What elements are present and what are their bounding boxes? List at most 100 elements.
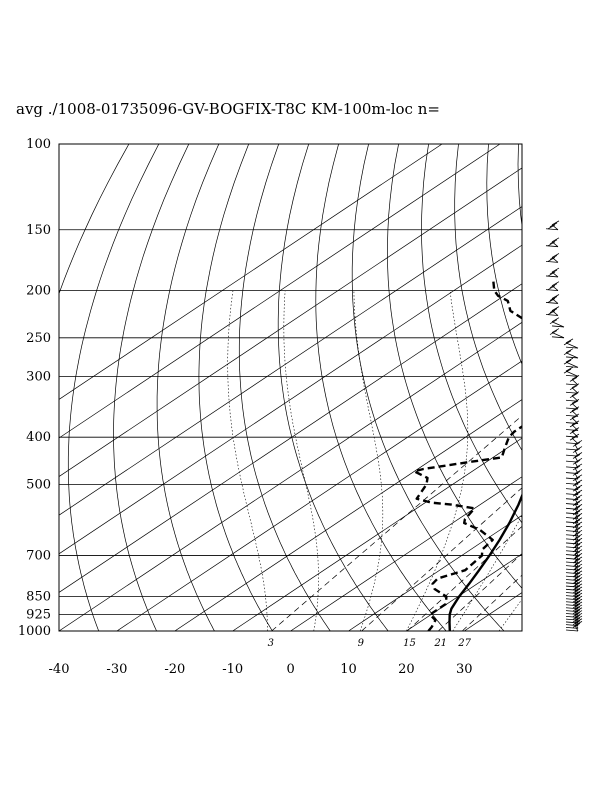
pressure-tick-label: 250	[26, 331, 51, 346]
moist-adiabat-line	[452, 514, 522, 631]
mixing-ratio-label: 9	[358, 638, 365, 649]
wind-barb	[549, 328, 565, 339]
grid-layer	[59, 144, 612, 631]
isotherm-line	[59, 283, 522, 593]
isotherm-line	[59, 167, 522, 478]
dry-adiabat-line	[113, 144, 190, 631]
moist-adiabat-line	[353, 290, 384, 631]
mixing-ratio-line	[406, 525, 522, 631]
moist-adiabat-line	[227, 290, 268, 631]
wind-barb	[545, 220, 560, 231]
wind-barb	[545, 294, 560, 304]
dry-adiabat-line	[277, 144, 389, 631]
wind-barb	[565, 494, 583, 505]
dry-adiabat-line	[198, 144, 273, 631]
wind-barb	[565, 537, 583, 549]
dry-adiabat-line	[486, 144, 522, 366]
mixing-ratio-line	[361, 487, 522, 631]
temperature-axis: -40 -30 -20 -10 0 10 20 30	[49, 662, 473, 677]
isotherm-line	[232, 437, 522, 631]
wind-barb	[545, 267, 560, 278]
mixing-ratio-line	[438, 553, 522, 631]
wind-barb	[565, 484, 583, 496]
wind-barb	[545, 281, 560, 292]
temperature-tick-label: -20	[164, 662, 185, 677]
moist-adiabat-line	[498, 598, 522, 631]
isotherm-line	[59, 144, 443, 400]
moist-adiabat-line	[283, 290, 319, 631]
dry-adiabat-line	[238, 144, 331, 631]
mixing-ratio-label: 27	[457, 638, 471, 649]
temperature-tick-label: 30	[456, 662, 473, 677]
wind-barb	[565, 463, 583, 474]
dry-adiabat-line	[351, 144, 505, 631]
temperature-tick-label: 20	[398, 662, 415, 677]
dry-adiabat-line	[454, 144, 522, 452]
wind-barb	[565, 469, 583, 480]
isotherm-line	[522, 144, 612, 631]
isotherm-line	[348, 514, 522, 631]
temperature-profile-line	[448, 492, 522, 631]
wind-barb	[565, 433, 580, 445]
wind-barb	[563, 348, 579, 359]
isotherm-line	[406, 553, 522, 631]
wind-barb	[565, 383, 580, 394]
wind-barb	[563, 338, 579, 349]
wind-barb	[563, 366, 579, 377]
wind-barb	[565, 391, 580, 402]
plot-frame	[58, 143, 523, 632]
pressure-tick-label: 300	[26, 369, 51, 384]
wind-barbs	[545, 220, 583, 632]
isotherm-line	[59, 321, 522, 631]
pressure-tick-label: 700	[26, 549, 51, 564]
mixing-ratio-label: 21	[433, 638, 447, 649]
mixing-ratio-labels: 3 9 15 21 27	[268, 638, 472, 649]
series-layer	[413, 279, 522, 631]
wind-barb	[565, 474, 583, 485]
dry-adiabat-line	[608, 144, 612, 631]
temperature-tick-label: -30	[106, 662, 127, 677]
pressure-tick-label: 150	[26, 223, 51, 238]
pressure-tick-label: 500	[26, 477, 51, 492]
temperature-tick-label: -10	[222, 662, 243, 677]
wind-barb	[549, 317, 565, 328]
mixing-ratio-line	[271, 415, 522, 631]
wind-barb	[545, 253, 560, 263]
wind-barb	[565, 479, 583, 491]
temperature-tick-label: -40	[49, 662, 70, 677]
chart-title: avg ./1008-01735096-GV-BOGFIX-T8C KM-100…	[16, 100, 440, 118]
dry-adiabat-line	[67, 144, 160, 631]
wind-barb	[563, 357, 579, 368]
dry-adiabat-line	[156, 144, 220, 631]
mixing-ratio-label: 3	[268, 638, 274, 649]
wind-barb	[545, 237, 560, 248]
dewpoint-profile-line	[413, 279, 522, 631]
dry-adiabat-line	[517, 144, 522, 229]
isotherm-line	[290, 476, 522, 631]
pressure-tick-label: 1000	[18, 624, 51, 639]
wind-barb	[545, 306, 560, 316]
dry-adiabat-line	[387, 144, 522, 589]
isotherm-line	[59, 206, 522, 516]
pressure-tick-label: 100	[26, 137, 51, 152]
isotherm-line	[174, 399, 522, 631]
pressure-tick-label: 850	[26, 590, 51, 605]
pressure-tick-label: 925	[26, 608, 51, 623]
mixing-ratio-label: 15	[403, 638, 416, 649]
wind-barb	[565, 375, 580, 386]
wind-barb	[565, 427, 580, 438]
wind-barb	[565, 489, 583, 501]
dry-adiabat-line	[315, 144, 447, 631]
isotherm-line	[116, 360, 522, 631]
isotherm-line	[59, 244, 522, 555]
dry-adiabat-line	[578, 144, 612, 631]
temperature-tick-label: 10	[340, 662, 357, 677]
wind-barb	[565, 621, 583, 632]
wind-barb	[565, 452, 583, 463]
dry-adiabat-line	[421, 144, 522, 524]
isotherm-line	[59, 144, 501, 439]
wind-barb	[565, 508, 583, 519]
pressure-tick-label: 400	[26, 430, 51, 445]
